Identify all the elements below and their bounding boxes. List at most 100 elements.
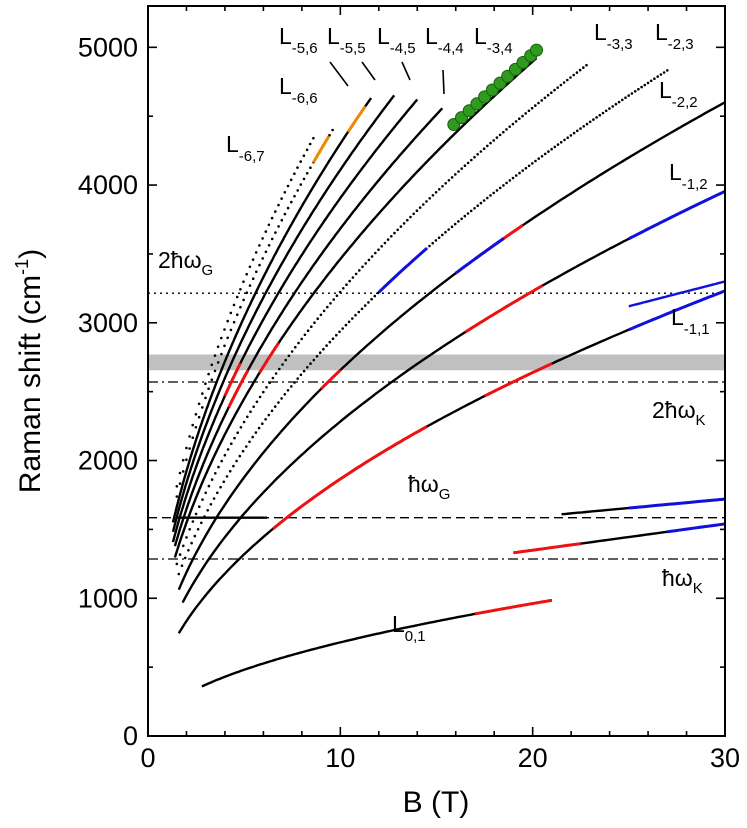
series-dot: [300, 337, 304, 341]
series-dot: [264, 250, 268, 254]
series-dot: [367, 301, 370, 304]
series-dot: [428, 244, 431, 248]
series-dot: [547, 150, 550, 153]
series-dot: [444, 182, 448, 185]
series-dot: [335, 333, 338, 337]
series-dot: [627, 94, 630, 97]
series-line-3: [177, 101, 725, 591]
series-dot: [351, 276, 355, 279]
series-dot: [322, 309, 326, 313]
label-2hwG: 2ħωG: [158, 247, 213, 279]
series-dot: [299, 183, 303, 186]
plot-frame: [147, 5, 726, 737]
series-dot: [463, 164, 467, 167]
series-dot: [175, 495, 179, 498]
y-tick-label-2: 2000: [78, 446, 138, 476]
series-dot: [364, 262, 368, 265]
series-dot: [180, 564, 184, 567]
series-dot: [595, 116, 598, 119]
series-dot: [305, 148, 309, 152]
series-dot: [431, 194, 435, 197]
series-dot: [466, 212, 470, 215]
series-dot: [441, 233, 444, 237]
branch-blue-2: [667, 522, 725, 534]
series-dot: [278, 367, 281, 371]
series-dot: [293, 194, 296, 198]
series-dot: [270, 216, 274, 220]
series-dot: [223, 328, 226, 331]
series-dot: [531, 162, 534, 165]
series-dot: [367, 258, 371, 262]
series-dot: [309, 166, 312, 169]
series-line-6: [173, 57, 538, 558]
highlight-segment-11: [227, 369, 250, 408]
series-dot: [354, 313, 357, 317]
series-dot: [543, 152, 547, 156]
series-dot: [437, 236, 441, 239]
series-dot: [305, 172, 309, 175]
highlight-segment-1: [272, 425, 428, 530]
series-dot: [524, 112, 527, 115]
series-dot: [553, 88, 556, 92]
y-axis-title: Raman shift (cm-1): [12, 249, 47, 493]
series-dot: [563, 138, 566, 142]
series-dot: [257, 426, 261, 430]
series-dot: [283, 393, 287, 396]
series-dot: [236, 313, 239, 317]
series-dot: [264, 418, 267, 421]
series-dot: [527, 164, 531, 168]
series-dot: [479, 201, 483, 205]
series-dot: [559, 141, 563, 144]
series-dot: [418, 206, 422, 209]
series-dot: [206, 509, 209, 512]
series-dot: [216, 345, 220, 349]
series-dot: [248, 284, 252, 287]
series-dot: [286, 389, 290, 392]
series-dot: [255, 400, 259, 404]
series-dot: [277, 203, 280, 207]
series-dot: [393, 231, 396, 235]
series-dot: [377, 248, 380, 251]
series-dot: [656, 75, 659, 78]
branch-3: [628, 280, 725, 308]
series-dot: [569, 76, 572, 79]
series-dot: [178, 553, 182, 556]
series-dot: [592, 118, 595, 121]
series-dot: [489, 141, 492, 145]
series-dot: [258, 263, 261, 267]
series-dot: [473, 207, 476, 210]
series-dot: [505, 181, 508, 185]
series-dot: [261, 237, 264, 240]
series-dot: [306, 329, 310, 333]
series-dot: [559, 83, 563, 87]
series-dot: [534, 159, 537, 163]
series-dot: [188, 528, 191, 531]
series-dot: [201, 406, 204, 409]
x-tick-label-3: 30: [710, 743, 740, 773]
series-dot: [342, 287, 345, 290]
series-dot: [216, 361, 220, 364]
series-dot: [502, 184, 505, 187]
series-dot: [267, 244, 271, 247]
series-dot: [290, 350, 294, 353]
series-dot: [492, 139, 496, 142]
highlight-segment-10: [258, 341, 281, 374]
series-dot: [578, 68, 582, 72]
arrow-L-5-6: [329, 61, 349, 87]
series-dot: [457, 170, 460, 173]
series-dot: [617, 100, 621, 104]
series-dot: [453, 222, 457, 226]
series-dot: [653, 77, 656, 80]
series-dot: [213, 354, 217, 357]
series-dots-5: [175, 63, 588, 566]
plot-background: [148, 6, 725, 736]
label-L-1-1: L-1,1: [671, 304, 710, 338]
green-point-11: [530, 43, 543, 57]
data-layer: [171, 43, 725, 688]
series-dot: [216, 491, 219, 495]
series-dot: [296, 166, 299, 169]
series-dot: [457, 220, 460, 223]
series-dot: [238, 454, 242, 458]
series-dot: [540, 155, 544, 158]
